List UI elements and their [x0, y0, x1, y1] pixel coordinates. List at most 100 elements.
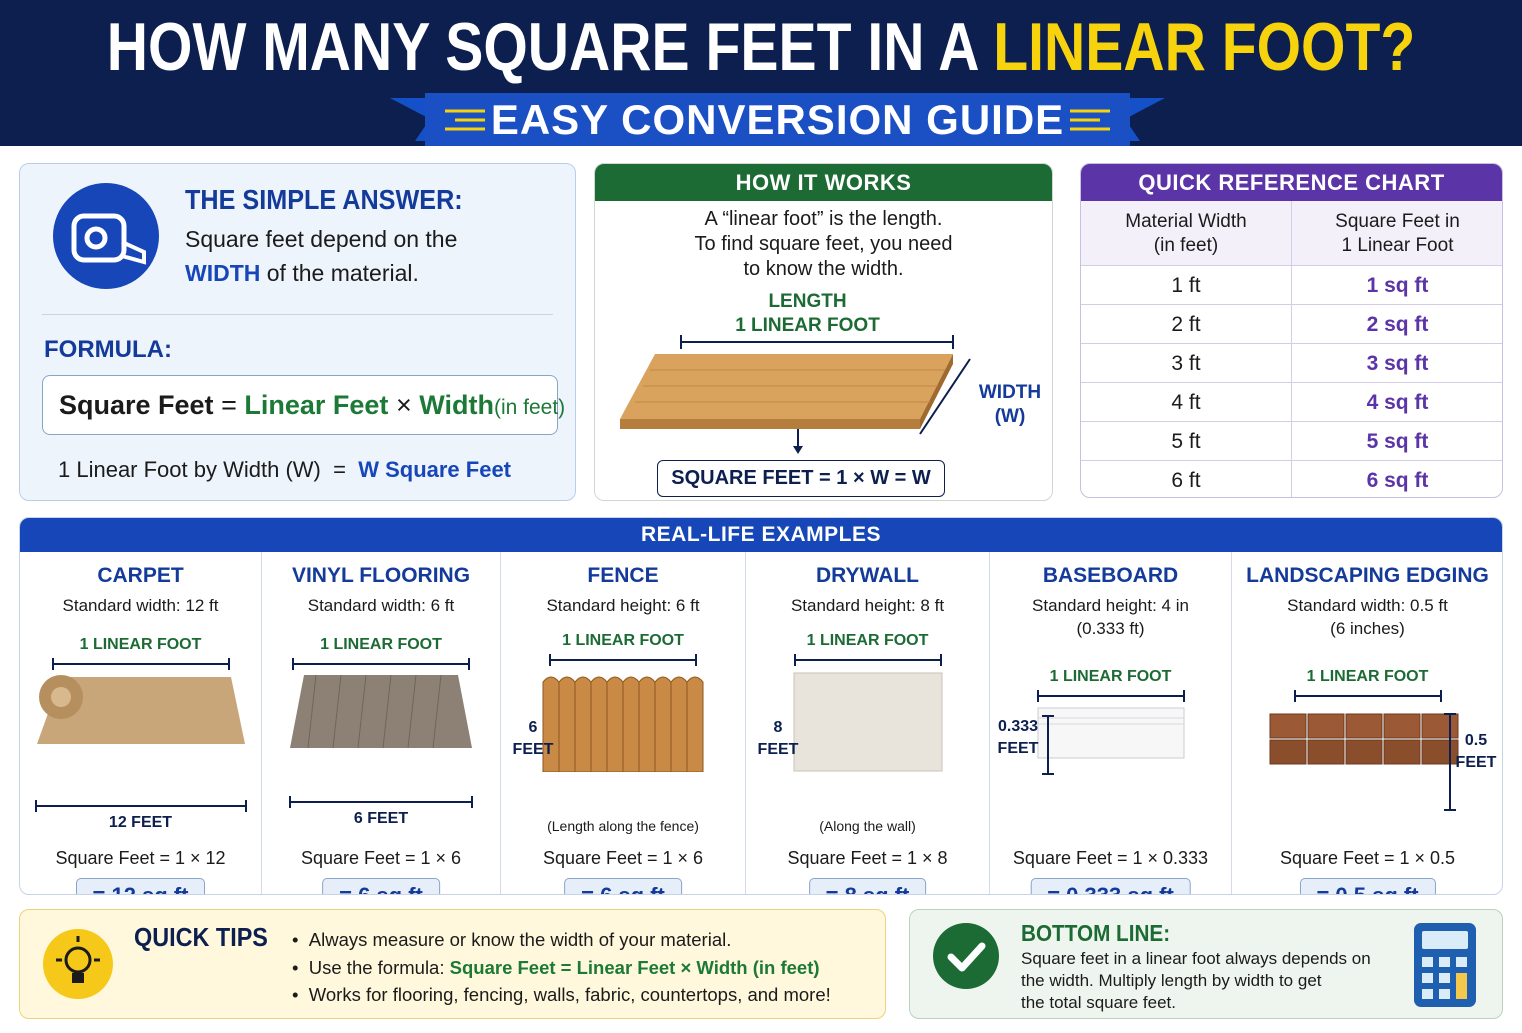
result: = 0.5 sq ft: [1316, 883, 1418, 894]
example: CARPET Standard width: 12 ft 1 LINEAR FOOT…: [20, 552, 261, 894]
result: = 6 sq ft: [581, 883, 665, 894]
rule-result: W Square Feet: [358, 457, 512, 482]
area-cell: 6 sq ft: [1366, 469, 1429, 492]
example: DRYWALL Standard height: 8 ft 1 LINEAR FOO…: [745, 552, 989, 894]
column-header: Square Feet in 1 Linear Foot: [1291, 210, 1502, 258]
simple-answer-panel: THE SIMPLE ANSWER: Square feet depend on…: [19, 163, 576, 501]
result-box: = 8 sq ft: [808, 878, 927, 894]
width-cell: 4 ft: [1171, 391, 1201, 414]
label: 1 LINEAR FOOT: [735, 315, 880, 336]
note: (Length along the fence): [547, 818, 699, 834]
ribbon: [390, 93, 1165, 146]
line: to know the width.: [743, 258, 904, 280]
spec: Standard width: 6 ft: [307, 596, 455, 615]
title-main: HOW MANY SQUARE FEET IN A: [106, 9, 978, 85]
examples-panel: REAL-LIFE EXAMPLES CARPET Standard width:…: [19, 517, 1503, 895]
heading: HOW IT WORKS: [595, 164, 1052, 201]
length-label: LENGTH 1 LINEAR FOOT: [695, 290, 920, 338]
reference-chart: QUICK REFERENCE CHART Material Width (in …: [1080, 163, 1503, 498]
tips-panel: QUICK TIPS • Always measure or know the …: [19, 909, 886, 1019]
area-cell: 5 sq ft: [1366, 430, 1429, 453]
span-arrow: [501, 654, 745, 666]
heading: BOTTOM LINE:: [1021, 920, 1171, 946]
bottom-line-panel: BOTTOM LINE: Square feet in a linear foo…: [909, 909, 1503, 1019]
dimension: 6 FEET: [507, 717, 559, 761]
label: (W): [994, 406, 1026, 427]
width-label: WIDTH (W): [965, 381, 1052, 429]
area-cell: 3 sq ft: [1366, 352, 1429, 375]
tip-formula: Square Feet = Linear Feet × Width (in fe…: [449, 956, 820, 978]
column-header: Material Width (in feet): [1081, 210, 1291, 258]
tip: • Always measure or know the width of yo…: [292, 929, 732, 950]
span-arrow: [262, 658, 500, 670]
spec: Standard width: 12 ft: [62, 596, 219, 615]
rule-op: =: [333, 457, 346, 482]
label: LENGTH: [768, 291, 847, 312]
formula: Square Feet = 1 × 0.333: [1012, 848, 1209, 868]
area-cell: 4 sq ft: [1366, 391, 1429, 414]
spec: (6 inches): [1330, 619, 1405, 638]
line: the width. Multiply length by width to g…: [1021, 971, 1322, 990]
span-arrow: [990, 690, 1231, 702]
dimension-arrow: [262, 796, 500, 808]
dimension-arrow: [20, 800, 261, 812]
width-cell: 3 ft: [1171, 352, 1201, 375]
dimension-text: 8: [773, 719, 783, 736]
span-label: 1 LINEAR FOOT: [1306, 668, 1429, 685]
result-box: = 0.333 sq ft: [1030, 878, 1191, 894]
tip: • Use the formula: Square Feet = Linear …: [292, 956, 820, 978]
area-cell: 2 sq ft: [1366, 313, 1429, 336]
how-it-works-panel: HOW IT WORKS A “linear foot” is the leng…: [594, 163, 1053, 501]
check-icon: [933, 923, 999, 989]
dimension: 12 FEET: [108, 814, 173, 831]
formula-op: ×: [395, 390, 412, 420]
line: To find square feet, you need: [694, 233, 953, 255]
area-cell: 1 sq ft: [1366, 274, 1429, 297]
example-name: DRYWALL: [815, 564, 920, 587]
line: A “linear foot” is the length.: [704, 208, 943, 230]
spec: Standard height: 8 ft: [790, 596, 945, 615]
result: = 8 sq ft: [826, 883, 910, 894]
formula-term: Linear Feet: [244, 390, 389, 420]
title: HOW MANY SQUARE FEET IN A LINEAR FOOT?: [38, 6, 1484, 88]
text: Material Width: [1125, 211, 1247, 232]
tip-text: Works for flooring, fencing, walls, fabr…: [308, 984, 831, 1005]
dimension-text: 0.333: [997, 718, 1039, 735]
title-accent: LINEAR FOOT?: [993, 9, 1416, 85]
dimension-text: FEET: [1455, 754, 1497, 771]
text: 1 Linear Foot: [1341, 235, 1454, 256]
formula: Square Feet = 1 × 6: [542, 848, 704, 868]
heading: THE SIMPLE ANSWER:: [185, 184, 463, 215]
label: WIDTH: [978, 382, 1042, 403]
span-label: 1 LINEAR FOOT: [806, 632, 929, 649]
example: FENCE Standard height: 6 ft 1 LINEAR FOOT 6…: [500, 552, 745, 894]
tape-icon: [53, 183, 159, 289]
formula-term: Width: [419, 390, 494, 420]
dimension-text: 6: [528, 719, 538, 736]
example-name: FENCE: [587, 564, 659, 587]
tip-text: Always measure or know the width of your…: [308, 929, 732, 950]
explanation: A “linear foot” is the length. To find s…: [595, 207, 1052, 282]
example-name: BASEBOARD: [1042, 564, 1179, 587]
line: the total square feet.: [1021, 993, 1176, 1012]
illustration: [262, 672, 500, 757]
illustration: [501, 672, 745, 777]
result: = 12 sq ft: [93, 883, 189, 894]
spec: Standard height: 6 ft: [546, 596, 700, 615]
span-arrow: [1232, 690, 1502, 702]
width-cell: 1 ft: [1171, 274, 1201, 297]
text: Square feet in a linear foot always depe…: [1021, 948, 1371, 1014]
formula-box: Square Feet = Linear Feet × Width(in fee…: [42, 375, 565, 435]
result-box: = 6 sq ft: [322, 878, 440, 894]
dimension-text: 0.5: [1464, 732, 1488, 749]
bulb-icon: [43, 929, 113, 999]
span-label: 1 LINEAR FOOT: [320, 636, 442, 653]
subtitle: EASY CONVERSION GUIDE: [490, 96, 1065, 143]
table-row: 3 ft 3 sq ft: [1081, 343, 1502, 382]
text: of the material.: [266, 260, 419, 286]
dimension-text: FEET: [512, 741, 554, 758]
dimension: 0.5 FEET: [1450, 730, 1502, 774]
rule: 1 Linear Foot by Width (W) = W Square Fe…: [58, 457, 511, 483]
span-label: 1 LINEAR FOOT: [1049, 668, 1172, 685]
